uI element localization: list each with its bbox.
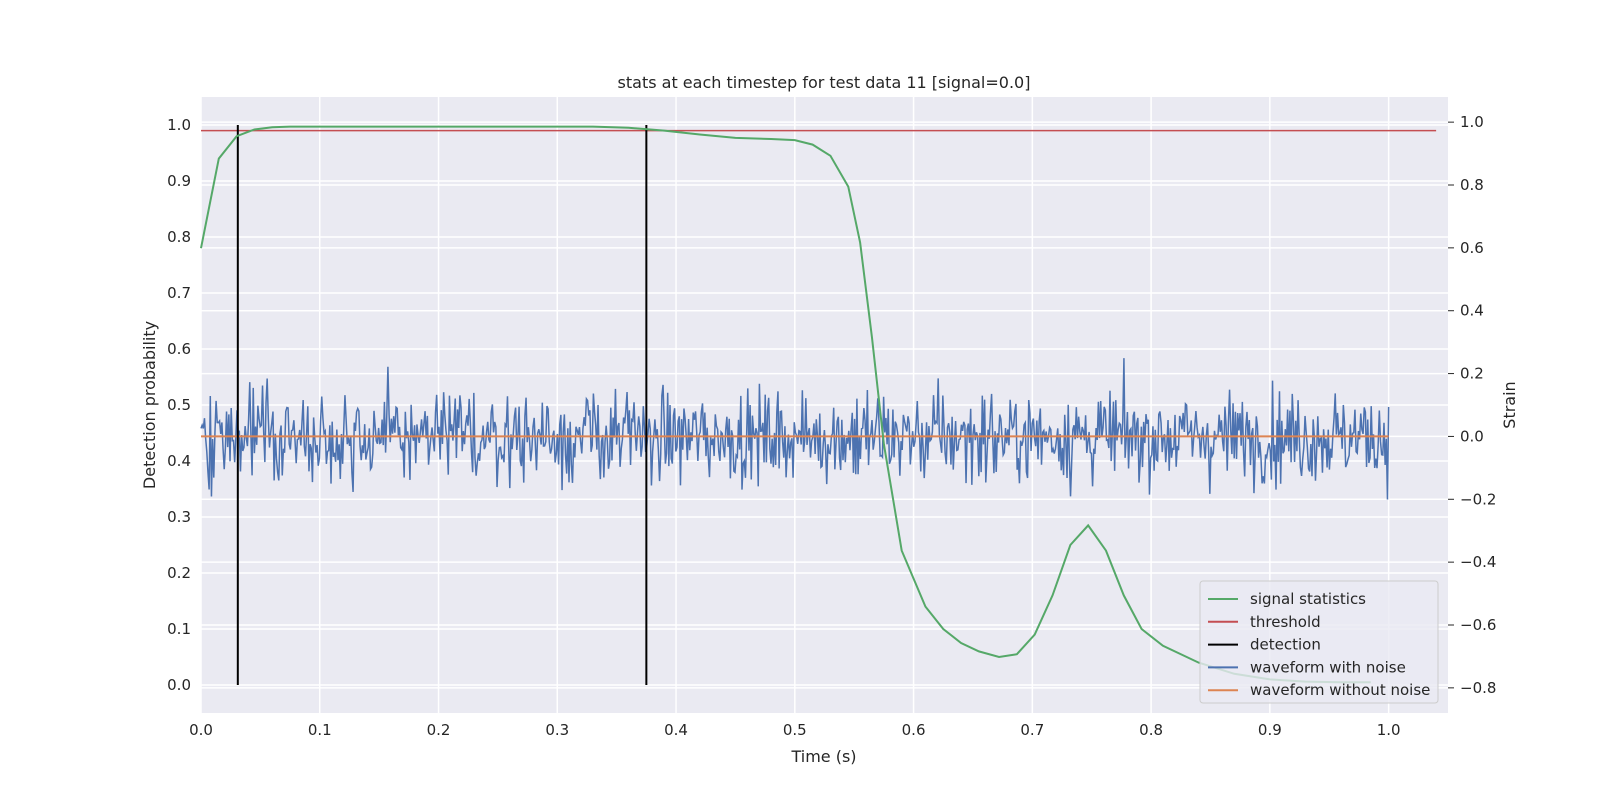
x-tick-label: 0.0 <box>189 721 213 739</box>
series-layer <box>200 125 1437 685</box>
y-tick-label: 1.0 <box>167 116 191 134</box>
y-tick-label: 0.8 <box>167 228 191 246</box>
y-tick-label: 0.3 <box>167 508 191 526</box>
series-waveform-with-noise <box>200 358 1390 500</box>
legend-label: signal statistics <box>1250 590 1366 608</box>
x-tick-label: 0.2 <box>427 721 451 739</box>
x-tick-label: 0.5 <box>783 721 807 739</box>
chart-title: stats at each timestep for test data 11 … <box>618 73 1031 92</box>
y-right-tick-label: 0.6 <box>1460 239 1484 257</box>
x-tick-label: 0.9 <box>1258 721 1282 739</box>
y-tick-label: 0.9 <box>167 172 191 190</box>
x-tick-label: 0.8 <box>1139 721 1163 739</box>
y-tick-label: 0.6 <box>167 340 191 358</box>
legend-label: detection <box>1250 636 1321 654</box>
y-tick-label: 0.4 <box>167 452 191 470</box>
legend-label: waveform without noise <box>1250 681 1430 699</box>
x-axis-label: Time (s) <box>790 747 856 766</box>
y-right-tick-label: 0.2 <box>1460 365 1484 383</box>
x-tick-label: 0.7 <box>1020 721 1044 739</box>
legend: signal statistics threshold detection wavef… <box>1199 580 1439 704</box>
y-tick-label: 0.1 <box>167 620 191 638</box>
y-right-tick-label: −0.6 <box>1460 616 1496 634</box>
ticks: 0.0 0.1 0.2 0.3 0.4 0.5 0.6 0.7 0.8 0.9 1.0 0.0 0.1 0… <box>167 113 1496 739</box>
y-right-tick-label: −0.8 <box>1460 679 1496 697</box>
x-tick-label: 1.0 <box>1377 721 1401 739</box>
y-right-tick-label: −0.4 <box>1460 553 1496 571</box>
y-axis-label: Detection probability <box>140 321 159 489</box>
legend-label: threshold <box>1250 613 1321 631</box>
y-right-tick-label: −0.2 <box>1460 490 1496 508</box>
y-tick-label: 0.2 <box>167 564 191 582</box>
y-right-tick-label: 0.8 <box>1460 176 1484 194</box>
y-right-tick-label: 0.4 <box>1460 302 1484 320</box>
y-tick-label: 0.7 <box>167 284 191 302</box>
y-tick-label: 0.5 <box>167 396 191 414</box>
series-signal-statistics <box>200 125 1371 684</box>
legend-box <box>1199 580 1439 704</box>
x-tick-label: 0.3 <box>545 721 569 739</box>
y-tick-label: 0.0 <box>167 676 191 694</box>
x-tick-label: 0.1 <box>308 721 332 739</box>
y-right-axis-label: Strain <box>1500 381 1519 428</box>
y-right-tick-label: 1.0 <box>1460 113 1484 131</box>
y-right-tick-label: 0.0 <box>1460 427 1484 445</box>
legend-label: waveform with noise <box>1250 658 1406 676</box>
x-tick-label: 0.6 <box>902 721 926 739</box>
x-tick-label: 0.4 <box>664 721 688 739</box>
